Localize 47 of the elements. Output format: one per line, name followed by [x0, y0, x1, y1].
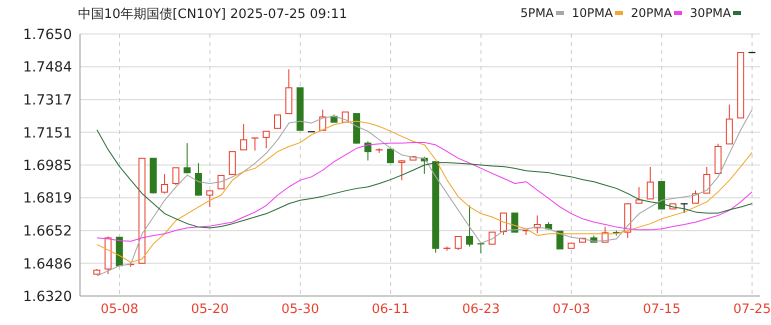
candlestick	[218, 174, 225, 190]
candlestick	[398, 160, 406, 181]
legend-label: 5PMA	[520, 6, 555, 20]
x-tick-label: 06-11	[372, 302, 410, 318]
x-tick-label: 07-25	[733, 302, 771, 318]
candlestick	[500, 212, 507, 236]
candlestick	[646, 166, 654, 200]
y-tick-label: 1.7317	[23, 92, 72, 109]
y-tick-label: 1.6652	[23, 224, 72, 240]
y-tick-label: 1.7484	[23, 60, 72, 76]
x-tick-label: 07-03	[552, 302, 590, 318]
candlestick	[680, 202, 688, 214]
candlestick	[466, 204, 474, 248]
candlestick	[184, 142, 191, 174]
candlestick	[476, 243, 485, 254]
candlestick	[488, 232, 496, 245]
candlestick	[262, 130, 270, 149]
x-tick-label: 05-08	[100, 302, 138, 318]
x-tick-label: 05-20	[191, 302, 229, 318]
candlestick	[194, 162, 202, 196]
y-tick-label: 1.6320	[23, 288, 72, 305]
candlestick	[274, 114, 282, 129]
candlestick	[386, 148, 394, 164]
y-tick-label: 1.7650	[23, 26, 72, 43]
x-tick-label: 07-15	[642, 302, 681, 318]
legend-label: 20PMA	[630, 6, 673, 20]
candlestick	[556, 230, 564, 250]
candlestick	[206, 190, 214, 208]
candlestick	[703, 166, 710, 194]
y-tick-label: 1.6819	[23, 190, 72, 207]
candlestick	[240, 124, 248, 150]
x-tick-label: 06-23	[462, 302, 500, 318]
candlestick	[364, 140, 372, 161]
candlestick	[161, 174, 168, 194]
candlestick	[172, 167, 180, 186]
y-tick-label: 1.6486	[23, 256, 72, 272]
y-tick-label: 1.6985	[23, 158, 72, 174]
chart-title: 中国10年期国债[CN10Y] 2025-07-25 09:11	[78, 6, 348, 23]
candlestick	[454, 236, 462, 250]
line-series	[96, 129, 753, 228]
candlestick	[511, 212, 518, 233]
x-tick-label: 05-30	[281, 302, 320, 318]
line-series	[96, 142, 753, 242]
candlestick	[228, 151, 236, 175]
legend-label: 10PMA	[572, 6, 614, 20]
legend-label: 30PMA	[690, 6, 732, 20]
y-tick-label: 1.7151	[23, 125, 72, 142]
